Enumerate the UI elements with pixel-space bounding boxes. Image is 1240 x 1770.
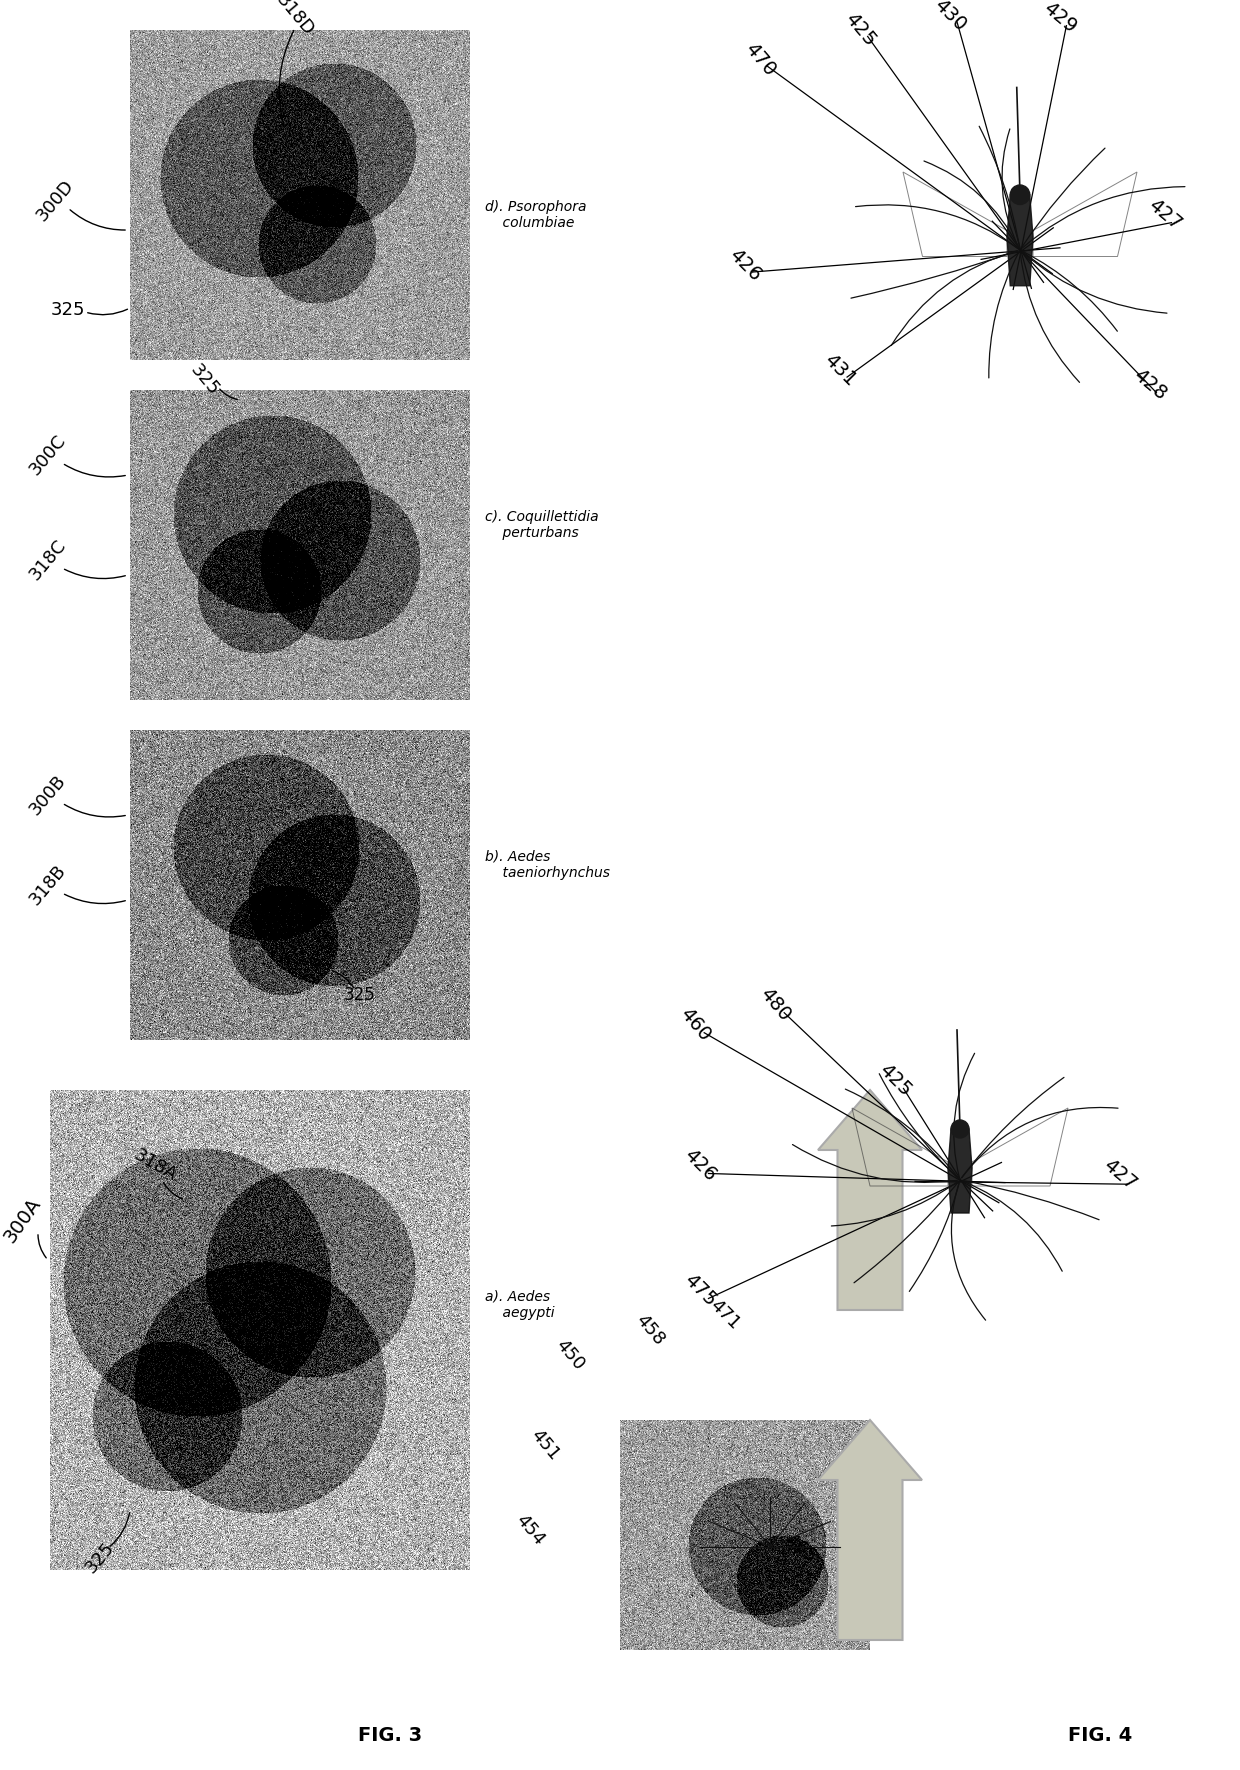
Text: 300D: 300D <box>32 175 77 225</box>
Text: 426: 426 <box>681 1145 720 1184</box>
Text: 429: 429 <box>1039 0 1080 37</box>
Text: 300C: 300C <box>26 432 69 478</box>
Text: FIG. 3: FIG. 3 <box>358 1726 422 1745</box>
Text: 325: 325 <box>345 986 376 1004</box>
FancyArrow shape <box>818 1420 923 1641</box>
Text: 427: 427 <box>1100 1156 1141 1195</box>
Text: 300A: 300A <box>0 1195 45 1246</box>
Text: 428: 428 <box>1130 366 1171 404</box>
Text: b). Aedes
    taeniorhynchus: b). Aedes taeniorhynchus <box>485 850 610 880</box>
Polygon shape <box>949 1129 972 1212</box>
Text: 425: 425 <box>841 9 879 50</box>
Text: 470: 470 <box>740 39 779 80</box>
Text: 471: 471 <box>707 1296 744 1333</box>
Text: 430: 430 <box>930 0 970 35</box>
Text: 318D: 318D <box>273 0 317 39</box>
Polygon shape <box>1007 195 1033 285</box>
Text: 318A: 318A <box>130 1145 180 1184</box>
Text: 318B: 318B <box>26 862 69 908</box>
Text: 450: 450 <box>552 1336 588 1374</box>
Text: 318C: 318C <box>26 536 69 584</box>
Text: 426: 426 <box>725 246 765 285</box>
Text: 460: 460 <box>676 1005 714 1046</box>
Text: FIG. 4: FIG. 4 <box>1068 1726 1132 1745</box>
Text: d). Psorophora
    columbiae: d). Psorophora columbiae <box>485 200 587 230</box>
Text: 431: 431 <box>820 350 859 389</box>
Text: c). Coquillettidia
    perturbans: c). Coquillettidia perturbans <box>485 510 599 540</box>
Text: 451: 451 <box>527 1427 563 1464</box>
Text: 475: 475 <box>680 1271 720 1310</box>
FancyArrow shape <box>818 1090 923 1310</box>
Text: 465: 465 <box>781 1529 818 1566</box>
Circle shape <box>951 1120 968 1138</box>
Text: 325: 325 <box>82 1538 118 1577</box>
Text: 480: 480 <box>756 984 794 1025</box>
Text: 454: 454 <box>512 1512 548 1549</box>
Text: 425: 425 <box>875 1060 915 1099</box>
Text: 325: 325 <box>187 361 223 398</box>
Text: 458: 458 <box>632 1312 668 1349</box>
Text: a). Aedes
    aegypti: a). Aedes aegypti <box>485 1290 554 1320</box>
Text: 427: 427 <box>1145 196 1185 234</box>
Text: 325: 325 <box>51 301 86 319</box>
Text: 300B: 300B <box>26 772 69 818</box>
Circle shape <box>1011 186 1029 205</box>
